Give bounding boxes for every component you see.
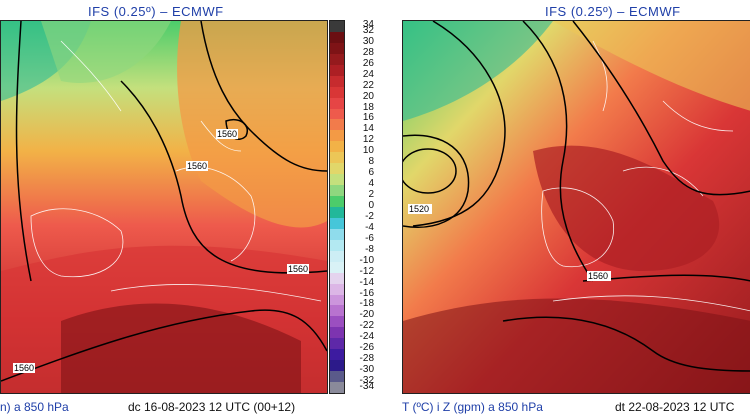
colorbar-segment	[330, 75, 344, 88]
colorbar-tick-label: -18	[359, 298, 374, 310]
colorbar-labels: 34 32 30 28 26 24 22 20 18 16 14 12 10 8 6 4 2 0 -2 -4 -6 -8-…	[344, 20, 376, 392]
colorbar-tick-label: 28	[362, 46, 374, 58]
colorbar-segment	[330, 185, 344, 197]
panel2-contour-label: 1520	[409, 204, 429, 214]
colorbar-tick-label: 22	[362, 79, 374, 91]
colorbar-segment	[330, 152, 344, 164]
colorbar-segment	[330, 119, 344, 131]
colorbar-tick-label: -32	[359, 375, 374, 387]
colorbar-segment	[330, 305, 344, 317]
colorbar-tick-label: 34	[362, 19, 374, 30]
panel1-footer: n) a 850 hPa	[0, 400, 69, 414]
colorbar-segment	[330, 261, 344, 274]
panel2-map-graphic: 1520 1560	[403, 21, 750, 393]
panel1-footer-variable: n) a 850 hPa	[0, 400, 69, 414]
panel1-contour-label: 1560	[14, 363, 34, 373]
colorbar-segment	[330, 97, 344, 110]
colorbar-tick-label: 12	[362, 134, 374, 146]
temperature-colorbar	[329, 20, 345, 394]
colorbar-tick-label: -26	[359, 342, 374, 354]
colorbar-tick-label: -34	[359, 381, 374, 392]
colorbar-segment	[330, 21, 344, 33]
colorbar-tick-label: 18	[362, 101, 374, 113]
panel2-map[interactable]: 1520 1560	[402, 20, 750, 394]
panel2-contour-label: 1560	[588, 271, 608, 281]
colorbar-tick-label: 20	[362, 90, 374, 102]
colorbar-segment	[330, 207, 344, 219]
colorbar-tick-label: -10	[359, 254, 374, 266]
panel2-title: IFS (0.25º) – ECMWF	[545, 4, 681, 19]
colorbar-tick-label: 6	[368, 167, 374, 179]
colorbar-tick-label: -4	[365, 221, 374, 233]
colorbar-tick-label: -12	[359, 265, 374, 277]
colorbar-tick-label: -22	[359, 320, 374, 332]
colorbar-tick-label: -8	[365, 243, 374, 255]
colorbar-segment	[330, 250, 344, 263]
panel2-valid-date: dt 22-08-2023 12 UTC	[615, 400, 735, 414]
colorbar-tick-label: -6	[365, 232, 374, 244]
colorbar-segment	[330, 283, 344, 296]
panel2-footer-variable: T (ºC) i Z (gpm) a 850 hPa	[402, 400, 543, 414]
colorbar-segment	[330, 108, 344, 120]
colorbar-tick-label: -16	[359, 287, 374, 299]
colorbar-tick-label: 32	[362, 24, 374, 36]
panel1-valid-date: dc 16-08-2023 12 UTC (00+12)	[128, 400, 296, 414]
panel1-map-graphic: 1560 1560 1560 1560	[1, 21, 327, 393]
colorbar-segment	[330, 272, 344, 285]
colorbar-tick-label: 30	[362, 35, 374, 47]
panel2-footer: T (ºC) i Z (gpm) a 850 hPa	[402, 400, 543, 414]
colorbar-tick-label: -2	[365, 210, 374, 222]
panel1-footer-date: dc 16-08-2023 12 UTC (00+12)	[128, 400, 295, 414]
colorbar-segment	[330, 86, 344, 99]
colorbar-segment	[330, 174, 344, 186]
colorbar-segment	[330, 294, 344, 306]
colorbar-tick-label: 16	[362, 112, 374, 124]
colorbar-tick-label: 10	[362, 145, 374, 157]
colorbar-segment	[330, 382, 344, 393]
panel1-contour-label: 1560	[217, 129, 237, 139]
colorbar-segment	[330, 217, 344, 230]
colorbar-segment	[330, 338, 344, 350]
colorbar-tick-label: -14	[359, 276, 374, 288]
colorbar-segment	[330, 316, 344, 328]
colorbar-segment	[330, 53, 344, 66]
colorbar-segment	[330, 196, 344, 208]
colorbar-tick-label: 2	[368, 189, 374, 201]
colorbar-segment	[330, 349, 344, 361]
colorbar-tick-label: -24	[359, 331, 374, 343]
colorbar-tick-label: -30	[359, 364, 374, 376]
panel1-map[interactable]: 1560 1560 1560 1560	[0, 20, 328, 394]
colorbar-tick-label: 14	[362, 123, 374, 135]
colorbar-segment	[330, 327, 344, 339]
colorbar-segment	[330, 141, 344, 153]
colorbar-segment	[330, 163, 344, 175]
colorbar-segment	[330, 130, 344, 142]
panel1-contour-label: 1560	[288, 264, 308, 274]
colorbar-segment	[330, 360, 344, 372]
colorbar-segment	[330, 31, 344, 44]
colorbar-tick-label: 0	[368, 200, 374, 211]
colorbar-segment	[330, 64, 344, 77]
colorbar-segment	[330, 371, 344, 383]
colorbar-tick-label: -28	[359, 353, 374, 365]
panel1-title: IFS (0.25º) – ECMWF	[88, 4, 224, 19]
panel2-footer-date: dt 22-08-2023 12 UTC	[615, 400, 734, 414]
colorbar-tick-label: -20	[359, 309, 374, 321]
colorbar-tick-label: 4	[368, 178, 374, 190]
colorbar-segment	[330, 239, 344, 252]
colorbar-tick-label: 8	[368, 156, 374, 168]
panel1-contour-label: 1560	[187, 161, 207, 171]
colorbar-segment	[330, 42, 344, 55]
colorbar-segment	[330, 228, 344, 241]
colorbar-tick-label: 24	[362, 68, 374, 80]
colorbar-tick-label: 26	[362, 57, 374, 69]
